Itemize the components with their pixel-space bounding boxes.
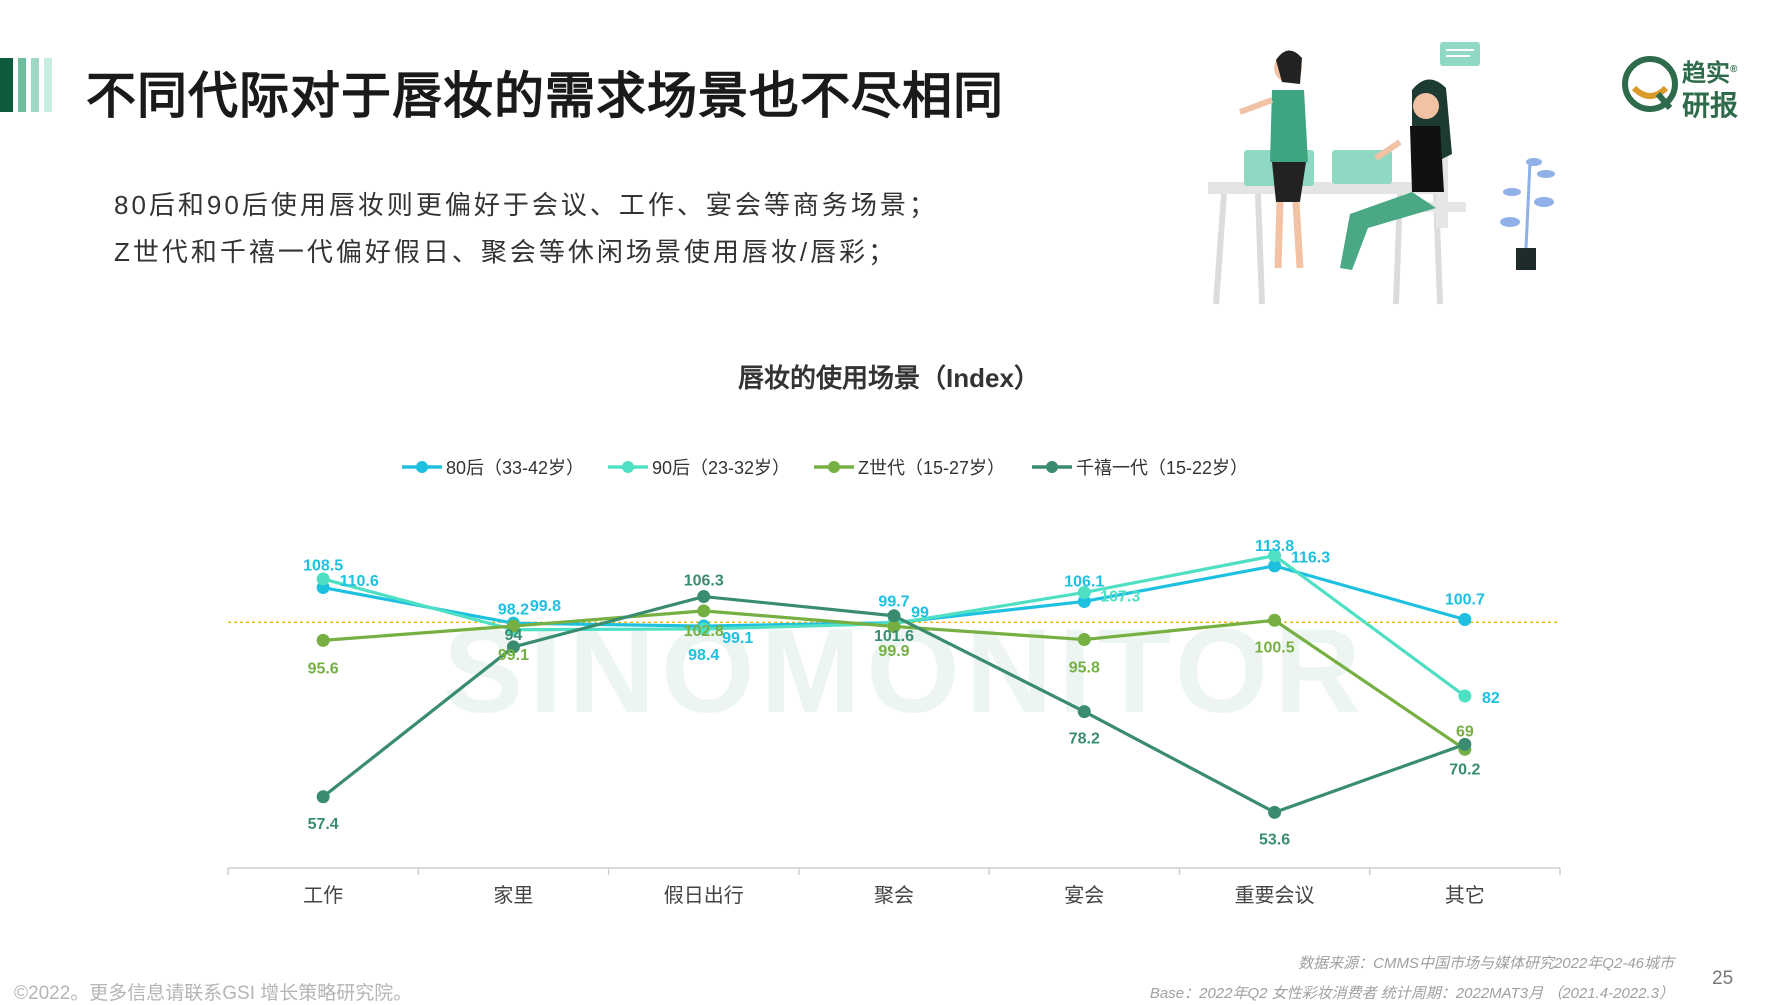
chart-title: 唇妆的使用场景（Index） — [738, 363, 1040, 393]
intro-line-2: Z世代和千禧一代偏好假日、聚会等休闲场景使用唇妆/唇彩； — [114, 237, 898, 267]
data-label: 99.8 — [530, 598, 561, 615]
data-point — [1458, 737, 1472, 751]
data-label: 116.3 — [1291, 550, 1330, 567]
data-label: 57.4 — [308, 816, 339, 833]
data-point — [887, 619, 901, 633]
x-tick-label: 家里 — [493, 884, 533, 907]
data-point — [1268, 549, 1282, 563]
data-point — [1458, 689, 1472, 703]
intro-line-1: 80后和90后使用唇妆则更偏好于会议、工作、宴会等商务场景； — [114, 190, 938, 220]
data-label: 69 — [1456, 723, 1474, 740]
data-label: 98.4 — [688, 647, 719, 664]
page-title: 不同代际对于唇妆的需求场景也不尽相同 — [86, 68, 1004, 124]
logo-text-2: 研报 — [1682, 90, 1739, 121]
data-label: 99.7 — [878, 594, 909, 611]
data-label: 100.7 — [1445, 591, 1485, 608]
legend-label: Z世代（15-27岁） — [858, 458, 1005, 478]
data-label: 70.2 — [1449, 761, 1480, 778]
legend-label: 90后（23-32岁） — [652, 458, 790, 478]
office-people-illustration — [1208, 42, 1555, 305]
data-label: 110.6 — [340, 573, 379, 590]
data-point — [697, 590, 711, 604]
accent-bar — [31, 58, 39, 112]
data-point — [1268, 559, 1282, 573]
data-label: 98.2 — [498, 602, 529, 619]
logo-q-icon — [1622, 56, 1678, 112]
accent-bar — [0, 58, 13, 112]
page-number: 25 — [1712, 968, 1734, 989]
data-label: 99.1 — [722, 630, 753, 647]
legend-swatch-marker — [1046, 461, 1058, 473]
chart-legend: 80后（33-42岁） 90后（23-32岁） Z世代（15-27岁） 千禧一代（15… — [402, 458, 1248, 478]
data-label: 95.6 — [308, 660, 339, 677]
data-label: 99.1 — [498, 647, 529, 664]
legend-label: 千禧一代（15-22岁） — [1076, 458, 1248, 478]
logo-text-1: 趋实 — [1682, 60, 1730, 87]
data-label: 53.6 — [1259, 831, 1290, 848]
data-point — [1268, 613, 1282, 627]
data-label: 99.9 — [878, 643, 909, 660]
legend-swatch-marker — [416, 461, 428, 473]
data-point — [697, 622, 711, 636]
data-label: 101.6 — [874, 628, 914, 645]
data-label: 94 — [505, 627, 523, 644]
registered-mark: ® — [1730, 64, 1738, 75]
x-tick-label: 聚会 — [874, 884, 914, 907]
data-point — [316, 633, 330, 647]
brand-logo: 趋实® 研报 — [1620, 52, 1770, 122]
data-point — [1077, 594, 1091, 608]
copyright-note: ©2022。更多信息请联系GSI 增长策略研究院。 — [14, 983, 413, 1004]
data-label: 78.2 — [1069, 731, 1100, 748]
data-point — [1268, 805, 1282, 819]
legend-label: 80后（33-42岁） — [446, 458, 584, 478]
data-label: 106.1 — [1064, 573, 1104, 590]
data-label: 82 — [1482, 690, 1500, 707]
data-label: 108.5 — [303, 558, 343, 575]
data-point — [1077, 585, 1091, 599]
data-point — [316, 572, 330, 586]
data-label: 107.3 — [1100, 588, 1140, 605]
data-point — [1458, 612, 1472, 626]
data-label: 113.8 — [1255, 538, 1294, 555]
data-point — [887, 609, 901, 623]
data-point — [697, 604, 711, 618]
data-source: 数据来源：CMMS中国市场与媒体研究2022年Q2-46城市 — [1298, 955, 1674, 972]
legend-swatch-marker — [828, 461, 840, 473]
x-tick-label: 重要会议 — [1235, 884, 1315, 907]
data-point — [1077, 633, 1091, 647]
x-tick-label: 工作 — [303, 884, 343, 907]
legend-swatch-marker — [622, 461, 634, 473]
x-tick-label: 其它 — [1445, 884, 1485, 907]
x-tick-label: 宴会 — [1064, 884, 1104, 907]
data-point — [506, 640, 520, 654]
data-label: 102.8 — [684, 623, 724, 640]
data-label: 99 — [911, 604, 929, 621]
accent-bar — [18, 58, 26, 112]
data-label: 95.8 — [1069, 660, 1100, 677]
accent-bar — [44, 58, 52, 112]
data-base: Base：2022年Q2 女性彩妆消费者 统计周期：2022MAT3月 （202… — [1149, 985, 1674, 1002]
data-label: 106.3 — [684, 573, 724, 590]
data-point — [316, 790, 330, 804]
data-point — [506, 619, 520, 633]
data-point — [1077, 705, 1091, 719]
data-label: 100.5 — [1255, 639, 1295, 656]
x-tick-label: 假日出行 — [664, 884, 744, 907]
title-accent-bars — [0, 58, 60, 112]
